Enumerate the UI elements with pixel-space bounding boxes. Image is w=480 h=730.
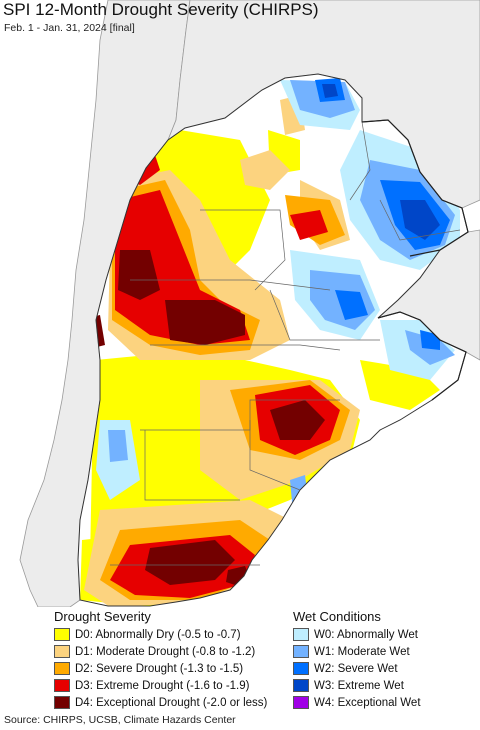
legend-label-d2: D2: Severe Drought (-1.3 to -1.5) xyxy=(75,662,244,675)
swatch-w3 xyxy=(293,679,309,692)
legend-label-d0: D0: Abnormally Dry (-0.5 to -0.7) xyxy=(75,628,241,641)
legend-item-w2: W2: Severe Wet xyxy=(293,660,421,677)
swatch-d3 xyxy=(54,679,70,692)
legend-item-w1: W1: Moderate Wet xyxy=(293,643,421,660)
w3-extreme-wet-areas xyxy=(322,84,440,240)
swatch-d0 xyxy=(54,628,70,641)
swatch-d1 xyxy=(54,645,70,658)
legend-label-w2: W2: Severe Wet xyxy=(314,662,398,675)
legend-label-d1: D1: Moderate Drought (-0.8 to -1.2) xyxy=(75,645,256,658)
d4-exceptional-drought-areas xyxy=(80,250,325,586)
legend-item-w0: W0: Abnormally Wet xyxy=(293,626,421,643)
legend-label-w4: W4: Exceptional Wet xyxy=(314,696,421,709)
legend-item-d1: D1: Moderate Drought (-0.8 to -1.2) xyxy=(54,643,267,660)
legend-item-d2: D2: Severe Drought (-1.3 to -1.5) xyxy=(54,660,267,677)
legend-item-w3: W3: Extreme Wet xyxy=(293,677,421,694)
drought-legend: Drought Severity D0: Abnormally Dry (-0.… xyxy=(54,609,267,711)
drought-legend-heading: Drought Severity xyxy=(54,609,151,624)
swatch-d2 xyxy=(54,662,70,675)
legend-label-d4: D4: Exceptional Drought (-2.0 or less) xyxy=(75,696,268,709)
legend-item-w4: W4: Exceptional Wet xyxy=(293,694,421,711)
legend-label-w0: W0: Abnormally Wet xyxy=(314,628,418,641)
province-borders xyxy=(110,121,461,566)
legend: Drought Severity D0: Abnormally Dry (-0.… xyxy=(0,607,480,711)
legend-label-w3: W3: Extreme Wet xyxy=(314,679,404,692)
drought-map xyxy=(19,0,480,607)
legend-item-d4: D4: Exceptional Drought (-2.0 or less) xyxy=(54,694,267,711)
legend-item-d0: D0: Abnormally Dry (-0.5 to -0.7) xyxy=(54,626,267,643)
swatch-w2 xyxy=(293,662,309,675)
swatch-w0 xyxy=(293,628,309,641)
wet-legend: Wet Conditions W0: Abnormally Wet W1: Mo… xyxy=(293,609,421,711)
swatch-w4 xyxy=(293,696,309,709)
paraguay-border xyxy=(361,119,469,257)
legend-label-w1: W1: Moderate Wet xyxy=(314,645,410,658)
legend-item-d3: D3: Extreme Drought (-1.6 to -1.9) xyxy=(54,677,267,694)
map-title: SPI 12-Month Drought Severity (CHIRPS) xyxy=(3,0,319,19)
uruguay-border xyxy=(377,311,467,401)
swatch-w1 xyxy=(293,645,309,658)
wet-legend-heading: Wet Conditions xyxy=(293,609,381,624)
source-credit: Source: CHIRPS, UCSB, Climate Hazards Ce… xyxy=(4,714,236,726)
map-subtitle: Feb. 1 - Jan. 31, 2024 [final] xyxy=(4,22,135,34)
swatch-d4 xyxy=(54,696,70,709)
legend-label-d3: D3: Extreme Drought (-1.6 to -1.9) xyxy=(75,679,250,692)
